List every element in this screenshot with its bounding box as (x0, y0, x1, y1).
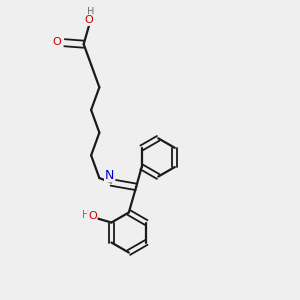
Text: O: O (88, 211, 97, 221)
Text: O: O (84, 15, 93, 25)
Text: N: N (105, 169, 114, 182)
Text: O: O (52, 37, 61, 47)
Text: H: H (82, 210, 89, 220)
Text: H: H (87, 7, 95, 17)
